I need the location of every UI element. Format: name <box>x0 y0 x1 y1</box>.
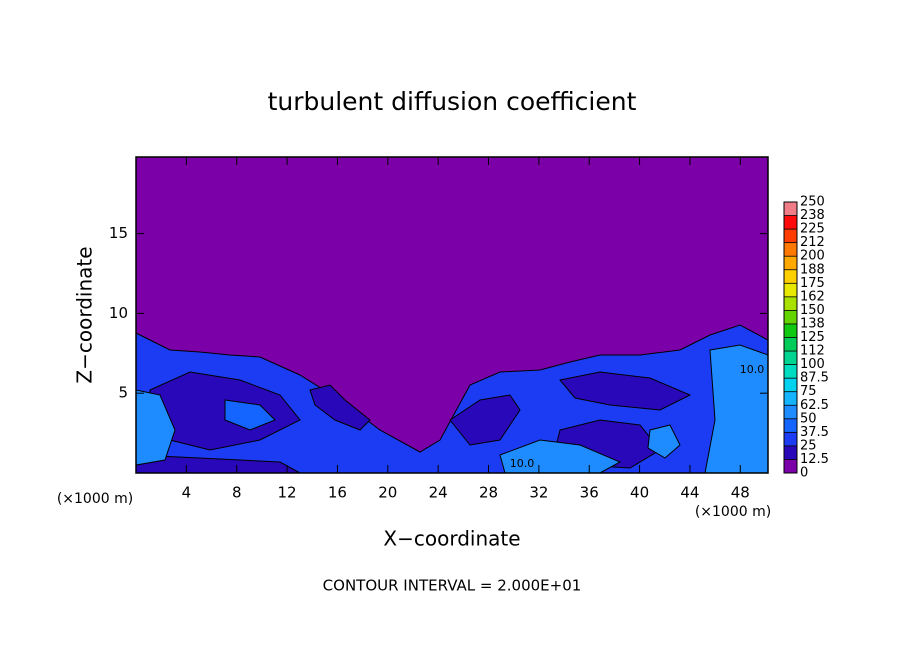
colorbar-swatch <box>784 364 797 379</box>
colorbar-swatch <box>784 445 797 460</box>
x-tick-label: 32 <box>529 484 548 502</box>
x-tick-label: 28 <box>479 484 498 502</box>
colorbar-label: 250 <box>800 195 825 210</box>
colorbar-label: 75 <box>800 384 817 399</box>
chart-title: turbulent diffusion coefficient <box>268 87 637 116</box>
colorbar-label: 175 <box>800 276 825 291</box>
colorbar-swatch <box>784 215 797 230</box>
x-unit-label: (×1000 m) <box>695 504 771 520</box>
x-tick-label: 16 <box>328 484 347 502</box>
annotation: CONTOUR INTERVAL = 2.000E+01 <box>323 577 582 595</box>
x-tick-label: 4 <box>182 484 192 502</box>
y-tick-label: 5 <box>118 384 128 402</box>
contour-label: 10.0 <box>510 457 535 470</box>
colorbar-swatch <box>784 351 797 365</box>
field-region <box>559 371 692 411</box>
plot-frame <box>135 156 769 474</box>
colorbar-label: 87.5 <box>800 371 829 386</box>
colorbar-swatch <box>784 337 797 352</box>
colorbar-label: 50 <box>800 411 817 426</box>
colorbar-label: 212 <box>800 235 825 250</box>
y-tick-label: 10 <box>109 304 128 322</box>
x-tick-label: 48 <box>731 484 750 502</box>
colorbar-label: 25 <box>800 438 817 453</box>
y-tick-label: 15 <box>109 224 128 242</box>
x-tick-label: 20 <box>378 484 397 502</box>
colorbar-swatch <box>784 418 797 433</box>
y-unit-label: (×1000 m) <box>57 491 133 507</box>
colorbar-label: 0 <box>800 466 808 481</box>
field: 10.0 10.0 <box>135 157 769 474</box>
x-tick-label: 44 <box>680 484 699 502</box>
contour-label: 10.0 <box>740 363 765 376</box>
colorbar-label: 100 <box>800 357 825 372</box>
colorbar-swatch <box>784 283 797 297</box>
colorbar-swatch <box>784 256 797 270</box>
colorbar-swatch <box>784 310 797 324</box>
y-axis-label: Z−coordinate <box>73 246 97 383</box>
colorbar-label: 125 <box>800 330 825 345</box>
colorbar-swatch <box>784 229 797 243</box>
colorbar-label: 188 <box>800 262 825 277</box>
x-axis-label: X−coordinate <box>383 527 520 551</box>
colorbar-swatch <box>784 391 797 406</box>
field-region <box>647 424 681 459</box>
field-region <box>449 394 521 446</box>
colorbar-swatch <box>784 405 797 419</box>
colorbar-swatch <box>784 459 797 473</box>
x-tick-label: 36 <box>580 484 599 502</box>
colorbar-swatch <box>784 323 797 338</box>
colorbar-label: 12.5 <box>800 452 829 467</box>
colorbar-swatch <box>784 378 797 392</box>
colorbar-swatch <box>784 269 797 284</box>
colorbar-label: 162 <box>800 289 825 304</box>
x-tick-label: 40 <box>630 484 649 502</box>
colorbar-label: 150 <box>800 303 825 318</box>
field-region <box>309 384 371 431</box>
colorbar-label: 238 <box>800 208 825 223</box>
x-tick-label: 24 <box>429 484 448 502</box>
x-tick-label: 8 <box>232 484 242 502</box>
x-tick-label: 12 <box>278 484 297 502</box>
colorbar-label: 200 <box>800 249 825 264</box>
colorbar-swatch <box>784 432 797 446</box>
colorbar-label: 138 <box>800 316 825 331</box>
axes: 4 8 12 16 20 24 28 32 36 40 44 4851015012.52537.550… <box>109 156 829 502</box>
colorbar-swatch <box>784 242 797 257</box>
colorbar-swatch <box>784 296 797 311</box>
field-region <box>224 399 276 431</box>
colorbar-label: 112 <box>800 344 825 359</box>
colorbar-swatch <box>784 202 797 216</box>
colorbar-label: 62.5 <box>800 398 829 413</box>
colorbar-label: 225 <box>800 222 825 237</box>
colorbar-label: 37.5 <box>800 425 829 440</box>
